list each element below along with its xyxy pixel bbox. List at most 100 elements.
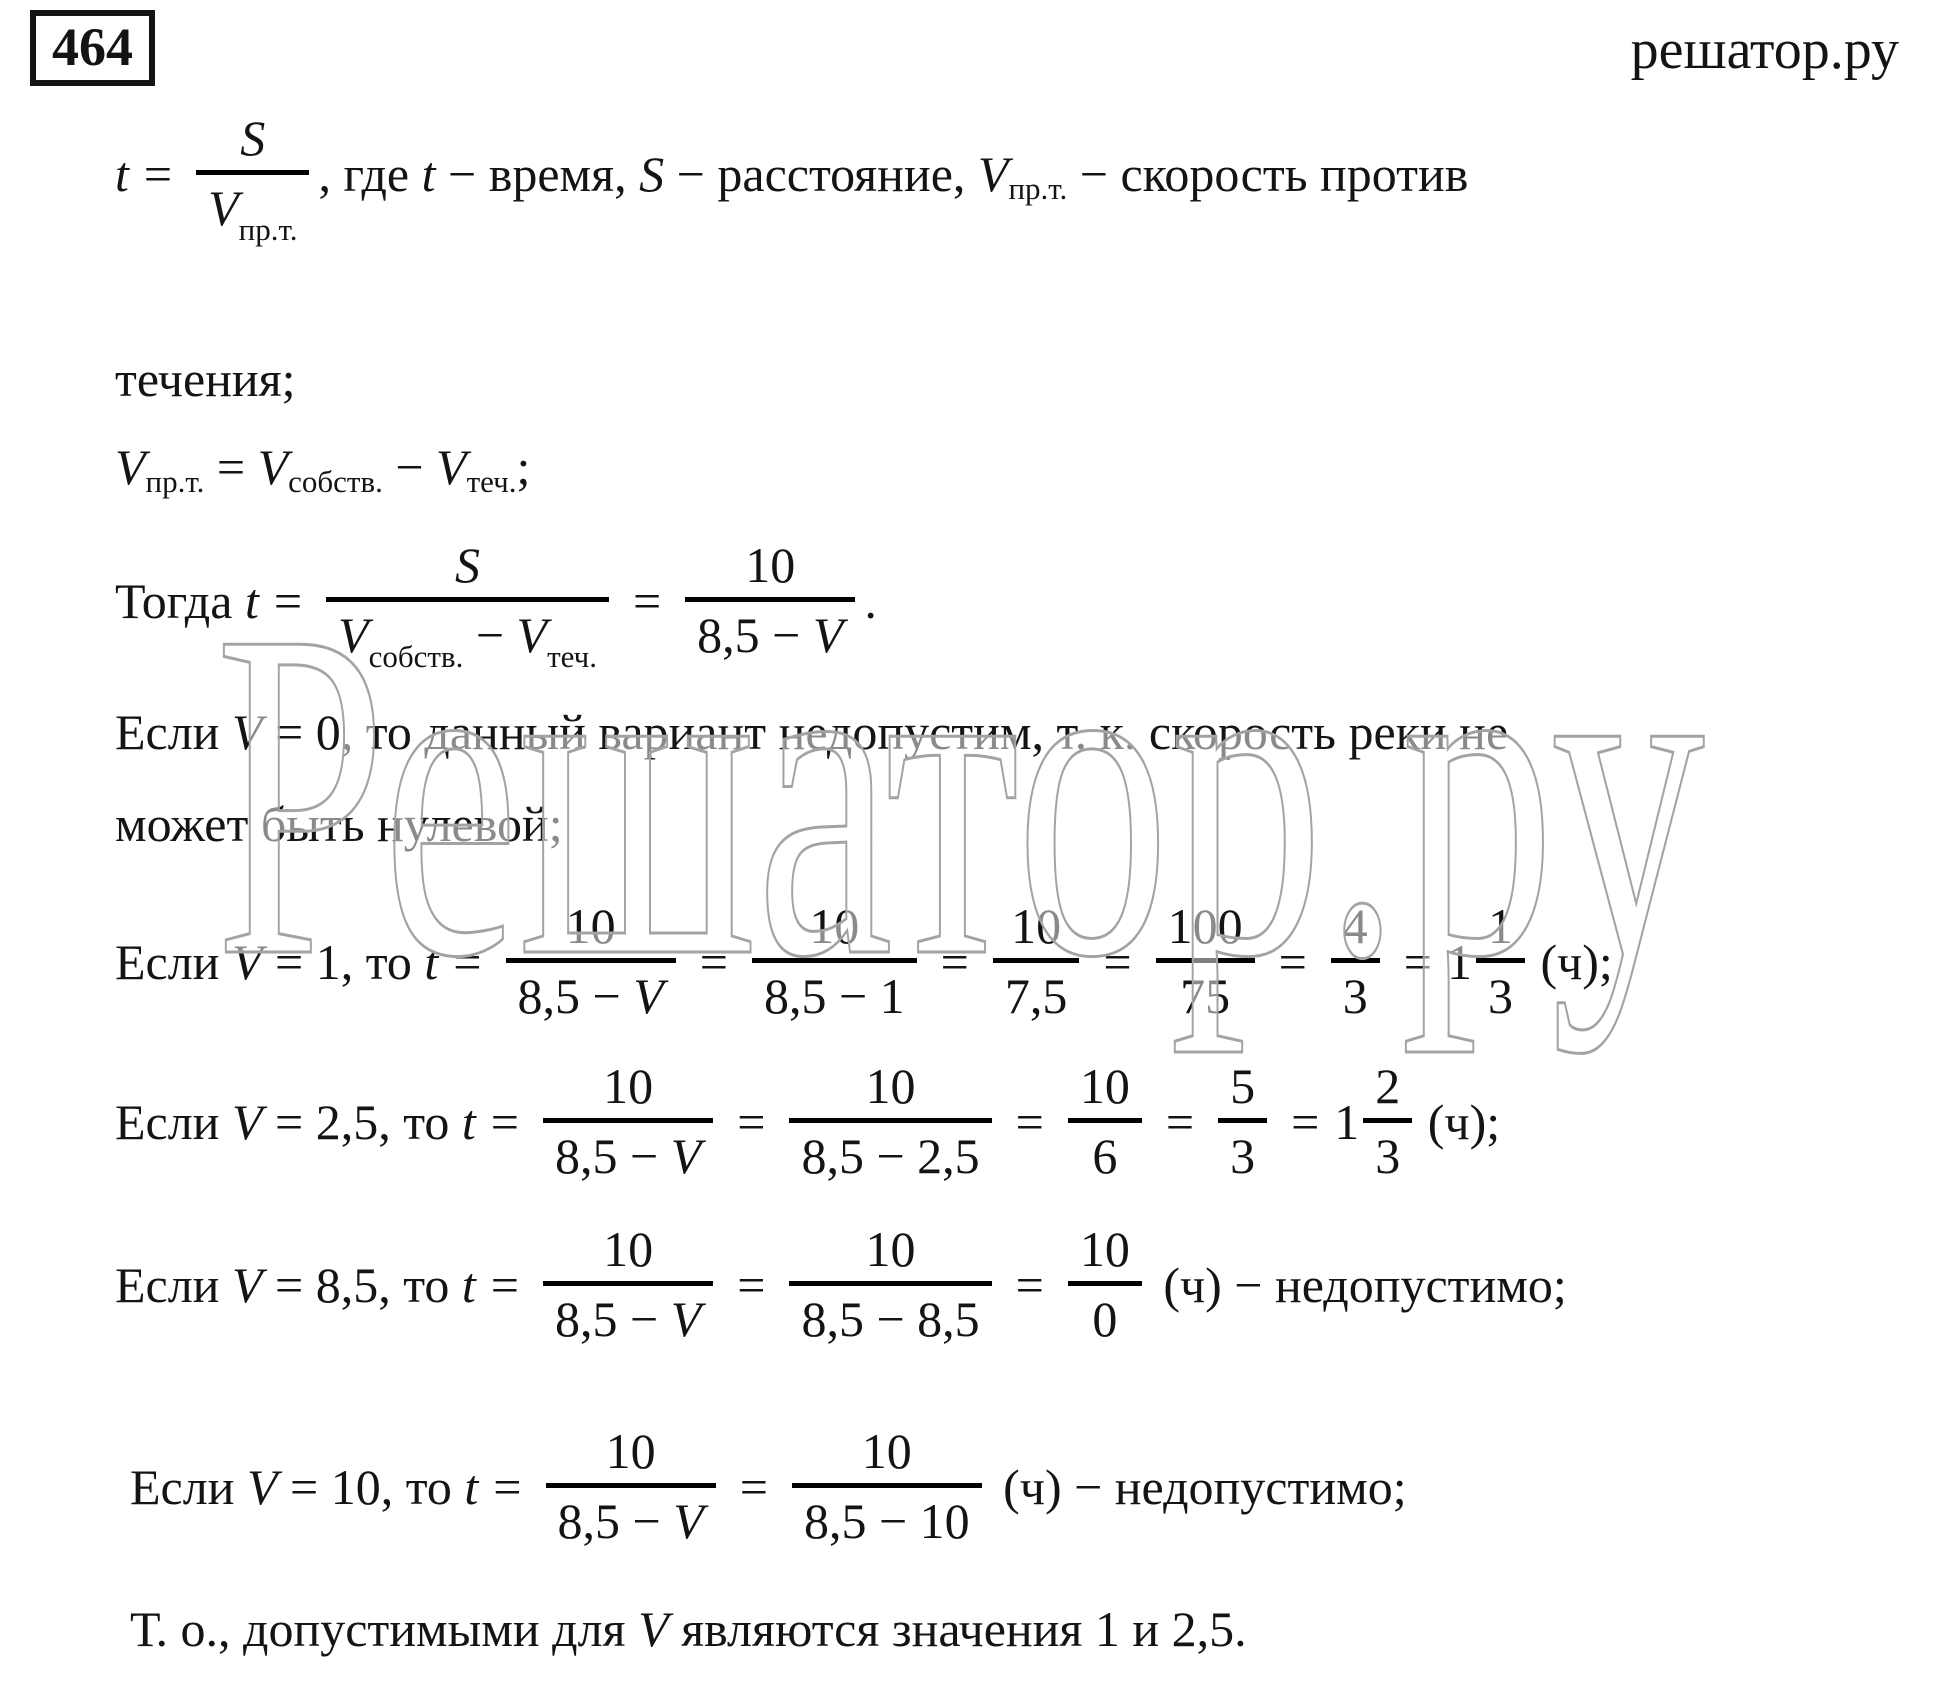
- text-token: Если: [115, 1093, 232, 1150]
- fraction-numerator: 4: [1330, 901, 1380, 963]
- var-V: V: [338, 607, 369, 663]
- minus-sign: −: [463, 607, 517, 663]
- text-token: .: [864, 572, 877, 629]
- formula-line-8: Если V = 2,5, то t = 10 8,5 − V = 10 8,5…: [115, 1061, 1500, 1182]
- subscript: собств.: [288, 464, 383, 500]
- equals-sign: =: [453, 933, 482, 990]
- text-token: Т. о., допустимыми для: [130, 1601, 639, 1657]
- text-token: 8,5 −: [517, 968, 634, 1024]
- fraction: 10 8,5 − 2,5: [789, 1061, 992, 1182]
- text-token: ;: [516, 439, 531, 495]
- equals-sign: =: [739, 1458, 768, 1515]
- equals-sign: =: [737, 1256, 766, 1313]
- fraction-denominator: 8,5 − 1: [763, 968, 905, 1024]
- text-token: Если: [115, 1256, 232, 1313]
- var-V: V: [231, 1093, 263, 1150]
- fraction-denominator: 3: [1230, 1128, 1256, 1184]
- var-V: V: [516, 607, 548, 663]
- fraction-numerator: 10: [1067, 1061, 1142, 1123]
- text-token: − расстояние,: [664, 145, 978, 202]
- equals-sign: =: [1403, 933, 1432, 990]
- var-V: V: [633, 968, 664, 1024]
- fraction: 10 8,5 − 10: [791, 1426, 982, 1547]
- fraction-denominator: 3: [1487, 968, 1513, 1024]
- fraction-denominator: 8,5 − V: [506, 963, 676, 1022]
- fraction-numerator: 10: [992, 901, 1080, 963]
- problem-number: 464: [52, 17, 133, 77]
- equals-sign: =: [273, 572, 303, 629]
- fraction-denominator: 8,5 − V: [685, 602, 855, 661]
- fraction-numerator: 10: [789, 1061, 992, 1123]
- var-t: t: [461, 1256, 476, 1313]
- equals-sign: =: [940, 933, 969, 990]
- text-token: (ч);: [1527, 933, 1613, 990]
- fraction: 2 3: [1363, 1061, 1413, 1182]
- formula-line-9: Если V = 8,5, то t = 10 8,5 − V = 10 8,5…: [115, 1224, 1567, 1345]
- fraction-numerator: 100: [1155, 901, 1255, 963]
- fraction-numerator: S: [196, 113, 310, 175]
- var-V: V: [208, 180, 239, 236]
- text-token: = 0, то данный вариант недопустим, т. к.…: [262, 704, 1509, 760]
- text-token: = 8,5, то: [262, 1256, 462, 1313]
- var-V: V: [231, 704, 263, 760]
- text-token: Если: [115, 933, 232, 990]
- var-t: t: [421, 145, 436, 202]
- text-token: (ч);: [1415, 1093, 1501, 1150]
- fraction-denominator: 8,5 − 8,5: [801, 1291, 980, 1347]
- equals-sign: =: [493, 1458, 522, 1515]
- fraction: 5 3: [1218, 1061, 1268, 1184]
- fraction-numerator: 2: [1363, 1061, 1413, 1123]
- text-token: − время,: [435, 145, 640, 202]
- mixed-number: 1 2 3: [1334, 1061, 1415, 1182]
- formula-line-10: Если V = 10, то t = 10 8,5 − V = 10 8,5 …: [130, 1426, 1407, 1547]
- fraction-numerator: S: [326, 540, 609, 602]
- var-V: V: [670, 1291, 702, 1347]
- text-token: = 2,5, то: [262, 1093, 462, 1150]
- fraction: 10 8,5 − V: [543, 1061, 714, 1182]
- var-V: V: [115, 439, 146, 495]
- formula-line-4: Тогда t = S Vсобств. − Vтеч. = 10 8,5 − …: [115, 540, 877, 673]
- fraction-denominator: 8,5 − V: [546, 1488, 716, 1547]
- equals-sign: =: [737, 1093, 766, 1150]
- problem-number-box: 464: [30, 10, 155, 87]
- fraction: 10 7,5: [992, 901, 1080, 1024]
- text-token: (ч) − недопустимо;: [990, 1458, 1407, 1515]
- var-V: V: [977, 145, 1009, 202]
- text-token: течения;: [115, 351, 296, 407]
- text-line-5: Если V = 0, то данный вариант недопустим…: [115, 703, 1508, 761]
- var-V: V: [231, 1256, 263, 1313]
- equals-sign: =: [699, 933, 728, 990]
- var-t: t: [115, 145, 129, 202]
- fraction-numerator: 10: [685, 540, 856, 602]
- subscript: теч.: [466, 464, 517, 500]
- var-V: V: [231, 933, 263, 990]
- fraction: S Vпр.т.: [196, 113, 310, 246]
- fraction-denominator: 7,5: [1004, 968, 1068, 1024]
- var-V: V: [673, 1493, 704, 1549]
- subscript: пр.т.: [145, 464, 205, 500]
- fraction-denominator: 6: [1092, 1128, 1118, 1184]
- text-token: (ч) − недопустимо;: [1150, 1256, 1567, 1313]
- var-t: t: [464, 1458, 479, 1515]
- text-line-6: может быть нулевой;: [115, 795, 563, 853]
- fraction-denominator: 3: [1342, 968, 1368, 1024]
- equals-sign: =: [1015, 1256, 1044, 1313]
- fraction-denominator: Vпр.т.: [196, 175, 309, 246]
- site-name: решатор.ру: [1630, 19, 1899, 81]
- var-V: V: [257, 439, 289, 495]
- equals-sign: =: [1291, 1093, 1320, 1150]
- var-V: V: [246, 1458, 278, 1515]
- var-V: V: [638, 1601, 669, 1657]
- text-line-11: Т. о., допустимыми для V являются значен…: [130, 1600, 1247, 1658]
- equals-sign: =: [490, 1256, 519, 1313]
- subscript: теч.: [547, 639, 597, 674]
- text-line-2: течения;: [115, 350, 296, 408]
- fraction-numerator: 10: [789, 1224, 992, 1286]
- text-token: = 1, то: [262, 933, 425, 990]
- equals-sign: =: [1165, 1093, 1195, 1150]
- fraction: 10 6: [1067, 1061, 1142, 1184]
- text-token: может быть нулевой;: [115, 796, 563, 852]
- fraction: 100 75: [1155, 901, 1255, 1022]
- fraction: 10 8,5 − V: [505, 901, 676, 1022]
